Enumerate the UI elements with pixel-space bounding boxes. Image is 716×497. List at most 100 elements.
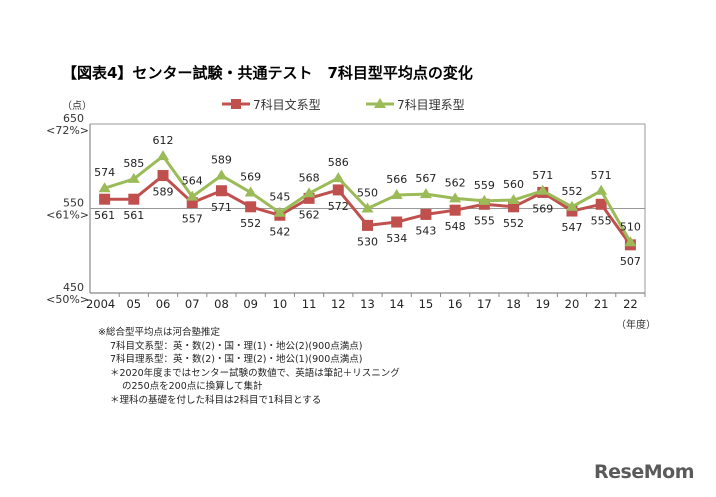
data-label: 585 — [123, 157, 144, 170]
x-tick-label: 08 — [214, 297, 229, 311]
data-label: 559 — [474, 179, 495, 192]
x-tick-label: 20 — [565, 297, 580, 311]
x-tick-label: 07 — [185, 297, 200, 311]
data-point-square — [303, 192, 315, 204]
data-point-triangle — [157, 150, 170, 161]
data-point-triangle — [478, 194, 491, 205]
data-point-square — [245, 201, 257, 213]
data-point-square — [595, 198, 607, 210]
data-label: 571 — [591, 169, 612, 182]
legend-marker-square — [231, 99, 241, 109]
note: の250点を200点に換算して集計 — [122, 381, 263, 392]
x-unit-label: （年度） — [616, 318, 656, 331]
x-tick-label: 14 — [389, 297, 404, 311]
data-point-triangle — [565, 200, 578, 211]
note: ＊2020年度まではセンター試験の数値で、英語は筆記＋リスニング — [110, 367, 400, 379]
note: ＊理科の基礎を付した科目は2科目で1科目とする — [110, 394, 322, 406]
data-label: 550 — [357, 187, 378, 200]
data-point-square — [508, 201, 520, 213]
data-point-square — [215, 185, 227, 197]
legend-label: 7科目理系型 — [397, 98, 465, 112]
x-tick-label: 09 — [243, 297, 258, 311]
data-point-triangle — [361, 202, 374, 213]
data-point-triangle — [303, 187, 316, 198]
data-label: 552 — [561, 185, 582, 198]
data-label: 543 — [415, 224, 436, 237]
data-label: 552 — [503, 217, 524, 230]
data-label: 567 — [415, 172, 436, 185]
data-label: 569 — [532, 202, 553, 215]
legend-label: 7科目文系型 — [253, 97, 321, 112]
data-point-triangle — [507, 194, 520, 205]
data-label: 552 — [240, 217, 261, 230]
x-tick-label: 19 — [535, 297, 550, 311]
y-tick-label: 550 — [63, 197, 84, 210]
data-label: 557 — [182, 213, 203, 226]
notes: ※総合型平均点は河合塾推定 7科目文系型：英・数(2)・国・理(1)・地公(2)… — [98, 326, 400, 407]
data-point-square — [391, 216, 403, 228]
data-label: 572 — [328, 200, 349, 213]
y-tick-sublabel: <72%> — [46, 124, 89, 137]
note: 7科目理系型：英・数(2)・国・理(2)・地公(1)(900点満点) — [110, 354, 363, 365]
note: 7科目文系型：英・数(2)・国・理(1)・地公(2)(900点満点) — [110, 340, 363, 352]
data-label: 510 — [620, 220, 641, 233]
legend-marker-triangle — [374, 98, 386, 108]
data-point-square — [157, 170, 169, 182]
data-point-triangle — [273, 206, 286, 217]
resemom-logo: ReseMom — [594, 461, 694, 483]
data-label: 545 — [269, 191, 290, 204]
data-label: 568 — [299, 171, 320, 184]
x-tick-label: 21 — [594, 297, 609, 311]
page-title: 【図表4】センター試験・共通テスト 7科目型平均点の変化 — [62, 64, 473, 82]
data-point-triangle — [244, 186, 257, 197]
data-label: 589 — [153, 186, 174, 199]
x-tick-label: 17 — [477, 297, 492, 311]
data-label: 534 — [386, 232, 407, 245]
data-point-square — [362, 219, 373, 231]
x-tick-label: 18 — [506, 297, 521, 311]
x-tick-label: 22 — [623, 297, 638, 311]
data-label: 571 — [532, 169, 553, 182]
data-label: 561 — [94, 209, 115, 222]
data-label: 569 — [240, 170, 261, 183]
data-label: 561 — [123, 209, 144, 222]
data-point-triangle — [127, 172, 140, 183]
x-tick-label: 06 — [156, 297, 171, 311]
data-point-square — [99, 193, 111, 205]
data-label: 589 — [211, 154, 232, 167]
note: ※総合型平均点は河合塾推定 — [98, 327, 220, 338]
x-tick-label: 2004 — [86, 297, 115, 311]
data-point-triangle — [332, 172, 345, 183]
data-point-triangle — [215, 169, 228, 180]
data-point-triangle — [390, 188, 403, 199]
x-tick-label: 16 — [448, 297, 463, 311]
data-point-triangle — [419, 188, 432, 199]
y-unit-label: （点） — [62, 100, 92, 112]
data-label: 548 — [445, 220, 466, 233]
data-point-triangle — [595, 184, 608, 195]
data-label: 507 — [620, 255, 641, 268]
data-point-triangle — [624, 236, 637, 247]
x-tick-label: 12 — [331, 297, 346, 311]
data-point-triangle — [186, 190, 199, 201]
data-point-square — [186, 197, 198, 209]
x-tick-label: 13 — [360, 297, 375, 311]
x-tick-label: 10 — [273, 297, 288, 311]
x-tick-label: 11 — [302, 297, 317, 311]
data-label: 586 — [328, 156, 349, 169]
data-label: 564 — [182, 175, 203, 188]
y-tick-label: 450 — [63, 281, 84, 294]
data-label: 562 — [299, 208, 320, 221]
data-point-triangle — [98, 182, 111, 193]
data-point-square — [566, 205, 578, 217]
data-point-square — [449, 204, 461, 216]
x-tick-label: 15 — [419, 297, 434, 311]
data-label: 547 — [561, 221, 582, 234]
data-label: 574 — [94, 166, 115, 179]
data-label: 566 — [386, 173, 407, 186]
data-point-square — [420, 208, 432, 220]
data-point-triangle — [449, 192, 462, 203]
data-label: 562 — [445, 176, 466, 189]
